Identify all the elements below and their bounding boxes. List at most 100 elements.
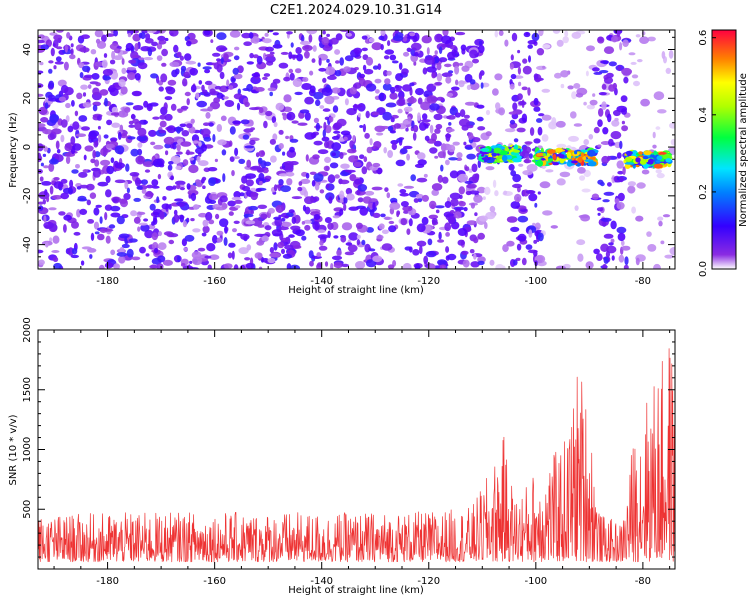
heatmap-cell [359,125,364,128]
heatmap-cell [598,92,607,96]
heatmap-cell [233,93,243,100]
heatmap-signal-cell [493,147,502,153]
heatmap-cell [92,168,101,178]
heatmap-cell [38,70,44,74]
heatmap-cell [622,39,629,47]
heatmap-cell [284,244,295,250]
heatmap-cell [49,158,59,165]
heatmap-cell [87,84,92,89]
heatmap-cell [517,49,521,54]
heatmap-cell [201,176,207,181]
heatmap-cell [480,82,484,89]
heatmap-cell [60,134,65,143]
heatmap-cell [53,177,60,181]
heatmap-cell [457,173,469,183]
heatmap-cell [280,185,291,193]
heatmap-cell [379,92,385,102]
heatmap-cell [534,254,546,264]
heatmap-cell [252,54,259,59]
heatmap-cell [419,121,427,131]
heatmap-cell [45,242,49,248]
heatmap-cell [90,232,95,241]
heatmap-cell [249,139,256,146]
heatmap-cell [407,97,417,104]
heatmap-cell [335,60,340,64]
heatmap-cell [427,238,433,246]
heatmap-cell [333,130,341,134]
heatmap-cell [614,198,620,204]
heatmap-cell [635,34,641,38]
heatmap-cell [60,192,70,200]
heatmap-cell [38,259,45,266]
heatmap-cell [111,122,121,128]
heatmap-cell [457,228,468,236]
heatmap-cell [208,177,216,187]
heatmap-cell [510,54,514,61]
heatmap-cell [527,40,537,45]
heatmap-cell [372,162,381,168]
heatmap-cell [92,149,97,159]
heatmap-cell [130,210,138,217]
heatmap-cell [216,32,227,40]
heatmap-cell [408,218,413,227]
heatmap-cell [403,51,410,57]
x-tick-label: -120 [417,276,440,287]
heatmap-cell [436,73,443,82]
heatmap-cell [216,124,222,132]
heatmap-cell [656,172,665,179]
heatmap-cell [328,116,334,123]
heatmap-cell [124,180,129,190]
heatmap-cell [232,228,237,233]
heatmap-cell [210,39,214,43]
heatmap-cell [412,249,420,256]
heatmap-cell [585,261,594,269]
heatmap-cell [528,55,531,63]
heatmap-cell [616,202,625,210]
heatmap-cell [168,239,175,245]
heatmap-cell [332,105,339,113]
heatmap-cell [562,36,569,44]
heatmap-cell [635,257,640,266]
heatmap-cell [527,44,533,49]
heatmap-cell [301,235,307,241]
heatmap-cell [269,51,275,55]
heatmap-cell [311,180,316,187]
heatmap-cell [271,229,283,237]
heatmap-cell [511,32,518,42]
heatmap-cell [339,152,344,159]
heatmap-cell [132,33,141,42]
heatmap-cell [163,231,174,236]
heatmap-cell [223,96,229,100]
y-tick-label: 40 [22,43,33,56]
heatmap-cell [286,31,293,35]
heatmap-cell [455,79,459,86]
heatmap-cell [314,182,320,191]
heatmap-cell [205,211,213,221]
heatmap-cell [64,44,68,53]
heatmap-cell [664,254,674,259]
heatmap-cell [157,173,162,180]
heatmap-cell [504,128,516,133]
heatmap-cell [533,138,541,144]
heatmap-cell [618,176,624,183]
heatmap-cell [617,192,625,202]
heatmap-cell [450,198,459,207]
heatmap-cell [245,173,257,180]
heatmap-cell [349,174,357,182]
heatmap-cell [489,205,496,213]
heatmap-cell [539,181,551,189]
heatmap-signal-cell [638,151,643,155]
heatmap-cell [406,228,411,235]
heatmap-cell [291,216,297,224]
heatmap-cell [38,39,45,44]
heatmap-cell [243,41,252,46]
heatmap-cell [395,159,406,167]
heatmap-cell [79,184,89,189]
heatmap-cell [95,82,101,87]
heatmap-signal-cell [635,157,641,163]
heatmap-cell [556,178,566,186]
heatmap-cell [611,119,620,127]
heatmap-cell [242,88,250,91]
heatmap-cell [39,176,44,182]
heatmap-cell [474,212,478,217]
